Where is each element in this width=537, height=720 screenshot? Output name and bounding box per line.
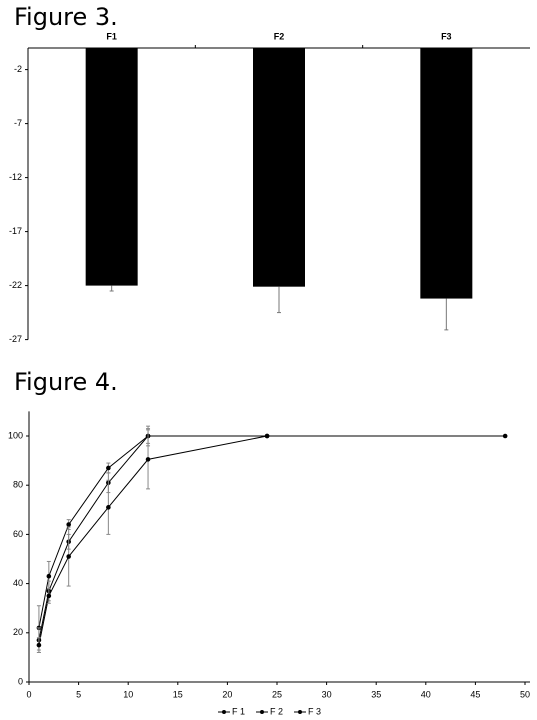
x-tick-label: 30 xyxy=(322,689,332,699)
legend-swatch xyxy=(222,710,226,714)
y-tick-label: -2 xyxy=(14,64,22,74)
x-tick-label: 50 xyxy=(520,689,530,699)
x-tick-label: 0 xyxy=(26,689,31,699)
legend-swatch xyxy=(260,710,264,714)
y-tick-label: 0 xyxy=(18,676,23,686)
figure-title: Figure 4. xyxy=(14,368,118,396)
legend-label: F 2 xyxy=(270,706,283,716)
x-tick-label: 25 xyxy=(272,689,282,699)
bar xyxy=(253,48,305,287)
series-line xyxy=(38,435,149,641)
figure-title: Figure 3. xyxy=(14,3,118,31)
point xyxy=(145,457,151,462)
legend-label: F 3 xyxy=(308,706,321,716)
x-tick-label: 20 xyxy=(222,689,232,699)
point xyxy=(106,465,111,471)
point xyxy=(106,505,111,510)
legend-swatch xyxy=(298,710,302,714)
point xyxy=(66,522,71,527)
point xyxy=(66,554,71,559)
x-tick-label: F1 xyxy=(106,31,117,41)
y-tick-label: -22 xyxy=(9,280,22,290)
y-tick-label: 80 xyxy=(13,480,23,490)
x-tick-label: 35 xyxy=(371,689,381,699)
point xyxy=(46,593,52,599)
x-tick-label: 15 xyxy=(173,689,183,699)
series-line xyxy=(38,435,268,646)
x-tick-label: F3 xyxy=(441,31,452,41)
y-tick-label: 40 xyxy=(13,578,23,588)
x-tick-label: 10 xyxy=(123,689,133,699)
bar xyxy=(85,48,138,286)
bar xyxy=(420,48,473,299)
y-tick-label: -12 xyxy=(9,172,22,182)
y-tick-label: -7 xyxy=(14,118,22,128)
x-tick-label: 40 xyxy=(421,689,431,699)
point xyxy=(502,433,508,439)
point xyxy=(264,433,270,439)
y-tick-label: -17 xyxy=(9,226,22,236)
y-tick-label: -27 xyxy=(9,334,22,344)
y-tick-label: 60 xyxy=(13,529,23,539)
x-tick-label: F2 xyxy=(274,31,285,41)
x-tick-label: 45 xyxy=(470,689,480,699)
point xyxy=(36,642,42,648)
x-tick-label: 5 xyxy=(76,689,81,699)
y-tick-label: 100 xyxy=(8,430,23,440)
legend-label: F 1 xyxy=(232,706,245,716)
point xyxy=(46,573,52,579)
y-tick-label: 20 xyxy=(13,627,23,637)
